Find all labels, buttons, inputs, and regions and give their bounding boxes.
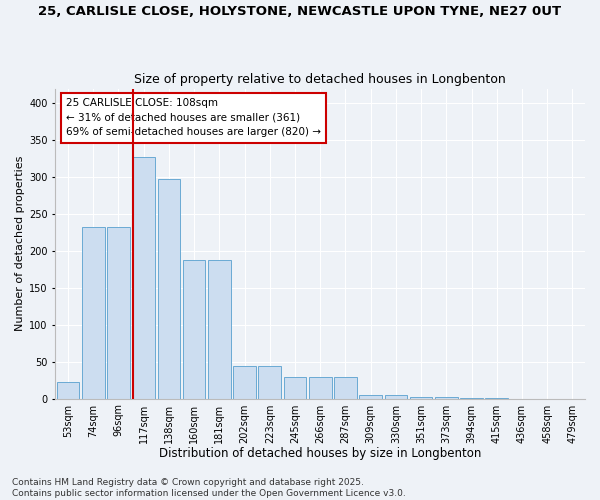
Bar bbox=[208, 260, 230, 398]
Bar bbox=[183, 260, 205, 398]
Bar bbox=[410, 397, 433, 398]
Text: 25 CARLISLE CLOSE: 108sqm
← 31% of detached houses are smaller (361)
69% of semi: 25 CARLISLE CLOSE: 108sqm ← 31% of detac… bbox=[66, 98, 321, 138]
Bar bbox=[435, 397, 458, 398]
Bar bbox=[133, 157, 155, 398]
Bar bbox=[233, 366, 256, 398]
Bar bbox=[284, 377, 307, 398]
Bar bbox=[107, 226, 130, 398]
Bar bbox=[56, 382, 79, 398]
Text: Contains HM Land Registry data © Crown copyright and database right 2025.
Contai: Contains HM Land Registry data © Crown c… bbox=[12, 478, 406, 498]
Bar bbox=[385, 395, 407, 398]
Bar bbox=[259, 366, 281, 398]
Bar bbox=[158, 178, 180, 398]
Bar bbox=[309, 377, 332, 398]
Text: 25, CARLISLE CLOSE, HOLYSTONE, NEWCASTLE UPON TYNE, NE27 0UT: 25, CARLISLE CLOSE, HOLYSTONE, NEWCASTLE… bbox=[38, 5, 562, 18]
X-axis label: Distribution of detached houses by size in Longbenton: Distribution of detached houses by size … bbox=[159, 447, 481, 460]
Title: Size of property relative to detached houses in Longbenton: Size of property relative to detached ho… bbox=[134, 73, 506, 86]
Bar bbox=[359, 395, 382, 398]
Bar bbox=[82, 226, 104, 398]
Y-axis label: Number of detached properties: Number of detached properties bbox=[15, 156, 25, 332]
Bar bbox=[334, 377, 357, 398]
